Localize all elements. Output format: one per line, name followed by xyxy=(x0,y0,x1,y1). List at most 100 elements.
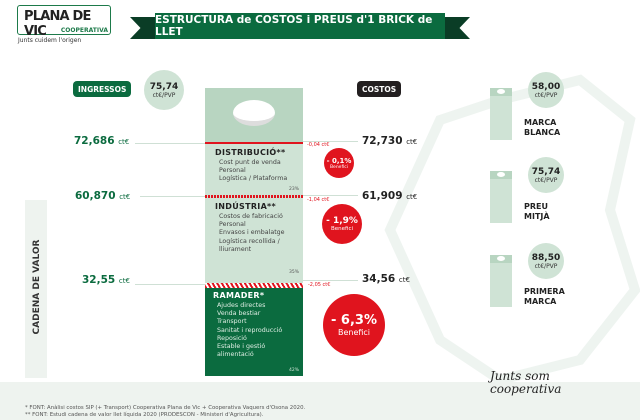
section-item: Cost punt de venda xyxy=(219,159,281,166)
ingressos-price-bubble: 75,74 ct€/PVP xyxy=(144,70,184,110)
section-item: Transport xyxy=(217,318,247,326)
brand-unit: ct€/PVP xyxy=(534,176,558,184)
benefit-value: - 1,9% xyxy=(326,216,358,226)
carton-cap xyxy=(233,100,275,126)
mini-carton-icon xyxy=(490,255,512,307)
brand-name: MARCA BLANCA xyxy=(524,118,560,138)
cost-number: 72,730 xyxy=(362,135,403,147)
cost-line xyxy=(303,141,358,142)
ingressos-unit: ct€/PVP xyxy=(152,91,176,99)
brand-name-line: PRIMERA xyxy=(524,287,565,296)
section-item: Personal xyxy=(219,167,246,175)
section-item: Ajudes directes xyxy=(217,302,266,309)
brand-name-line: MARCA xyxy=(524,297,557,306)
benefit-badge: - 6,3% Benefici xyxy=(323,294,385,356)
brand-price-bubble: 75,74 ct€/PVP xyxy=(528,157,564,193)
unit: ct€ xyxy=(398,276,410,284)
ingressos-label: INGRESSOS xyxy=(73,81,132,97)
income-value: 32,55 ct€ xyxy=(82,274,130,286)
unit: ct€ xyxy=(406,193,418,201)
brand-unit: ct€/PVP xyxy=(534,262,558,270)
income-line xyxy=(140,196,205,197)
footer xyxy=(0,382,640,420)
benefit-label: Benefici xyxy=(329,164,349,170)
section-pct: 35% xyxy=(288,270,299,275)
brand-price-bubble: 58,00 ct€/PVP xyxy=(528,72,564,108)
divider-industria xyxy=(205,195,303,198)
footnote: * FONT: Anàlisi costos SIP (+ Transport)… xyxy=(25,405,306,411)
section-title: DISTRIBUCIÓ** xyxy=(215,148,286,157)
brand-price-bubble: 88,50 ct€/PVP xyxy=(528,243,564,279)
section-item: lliurament xyxy=(219,245,252,253)
banner-tail-right xyxy=(440,17,470,39)
ingressos-price: 75,74 xyxy=(149,81,179,92)
income-value: 60,870 ct€ xyxy=(75,190,130,202)
section-ramader: RAMADER* Ajudes directes Venda bestiar Tra… xyxy=(213,291,282,359)
brand-name: PRIMERA MARCA xyxy=(524,287,565,307)
section-item: Reposició xyxy=(217,334,247,342)
section-item: Envasos i embalatge xyxy=(219,229,285,237)
brand-unit: ct€/PVP xyxy=(534,91,558,99)
unit: ct€ xyxy=(118,138,130,146)
cost-number: 34,56 xyxy=(362,273,396,285)
benefit-badge: - 0,1% Benefici xyxy=(324,148,354,178)
income-line xyxy=(135,284,205,285)
slogan: Junts cuidem l'origen xyxy=(18,37,82,44)
income-number: 72,686 xyxy=(74,135,115,147)
logo-name: PLANA DE VIC xyxy=(24,9,91,39)
unit: ct€ xyxy=(406,138,418,146)
unit: ct€ xyxy=(119,193,131,201)
carton-bottom xyxy=(205,285,303,376)
difference: -2,05 ct€ xyxy=(308,282,331,288)
benefit-value: - 6,3% xyxy=(331,313,377,328)
section-item: Costos de fabricació xyxy=(219,213,283,220)
value-chain-band: CADENA DE VALOR xyxy=(25,200,47,378)
brand-name-line: MITJÀ xyxy=(524,212,550,221)
income-line xyxy=(135,143,205,144)
cost-line xyxy=(303,195,358,196)
background-map-outline xyxy=(384,74,640,386)
benefit-label: Benefici xyxy=(330,226,354,232)
page-title: ESTRUCTURA de COSTOS i PREUS d'1 BRICK d… xyxy=(155,13,445,39)
value-chain-label: CADENA DE VALOR xyxy=(32,239,42,335)
footnote: ** FONT: Estudi cadena de valor llet líq… xyxy=(25,412,264,418)
cost-value: 34,56 ct€ xyxy=(362,273,410,285)
brand-price: 75,74 xyxy=(531,166,561,177)
section-title: RAMADER* xyxy=(213,291,265,300)
income-value: 72,686 ct€ xyxy=(74,135,129,147)
brand-name-line: MARCA xyxy=(524,118,557,127)
cost-number: 61,909 xyxy=(362,190,403,202)
section-item: Sanitat i reproducció xyxy=(217,326,283,334)
income-number: 32,55 xyxy=(82,274,116,286)
brand-name: PREU MITJÀ xyxy=(524,202,550,222)
difference: -0,04 ct€ xyxy=(307,142,330,148)
section-pct: 23% xyxy=(288,187,299,192)
section-item: Logística recollida / xyxy=(219,237,280,245)
divider-ramader xyxy=(205,283,303,288)
signature-logo: Junts som cooperativa xyxy=(490,369,562,396)
cost-value: 61,909 ct€ xyxy=(362,190,417,202)
cost-line xyxy=(303,280,358,281)
carton-body xyxy=(205,143,303,285)
section-industria: INDÚSTRIA** Costos de fabricació Personal… xyxy=(215,202,285,254)
brand-name-line: PREU xyxy=(524,202,548,211)
mini-carton-icon xyxy=(490,88,512,140)
benefit-label: Benefici xyxy=(337,328,371,337)
milk-carton: DISTRIBUCIÓ** Cost punt de venda Personal… xyxy=(205,84,303,376)
section-item: alimentació xyxy=(217,351,254,359)
section-title: INDÚSTRIA** xyxy=(215,202,277,211)
unit: ct€ xyxy=(118,277,130,285)
logo-subtitle: COOPERATIVA xyxy=(60,27,108,34)
costos-label: COSTOS xyxy=(357,81,402,97)
section-item: Personal xyxy=(219,221,246,229)
section-item: Estable i gestió xyxy=(217,343,266,351)
section-pct: 42% xyxy=(288,368,299,373)
income-number: 60,870 xyxy=(75,190,116,202)
brand-price: 58,00 xyxy=(531,81,561,92)
benefit-badge: - 1,9% Benefici xyxy=(322,204,362,244)
footnotes: * FONT: Anàlisi costos SIP (+ Transport)… xyxy=(25,405,305,419)
divider-distribucio xyxy=(205,142,303,144)
mini-carton-icon xyxy=(490,171,512,223)
section-item: Logística / Plataforma xyxy=(219,175,288,183)
banner-tail-left xyxy=(130,17,160,39)
